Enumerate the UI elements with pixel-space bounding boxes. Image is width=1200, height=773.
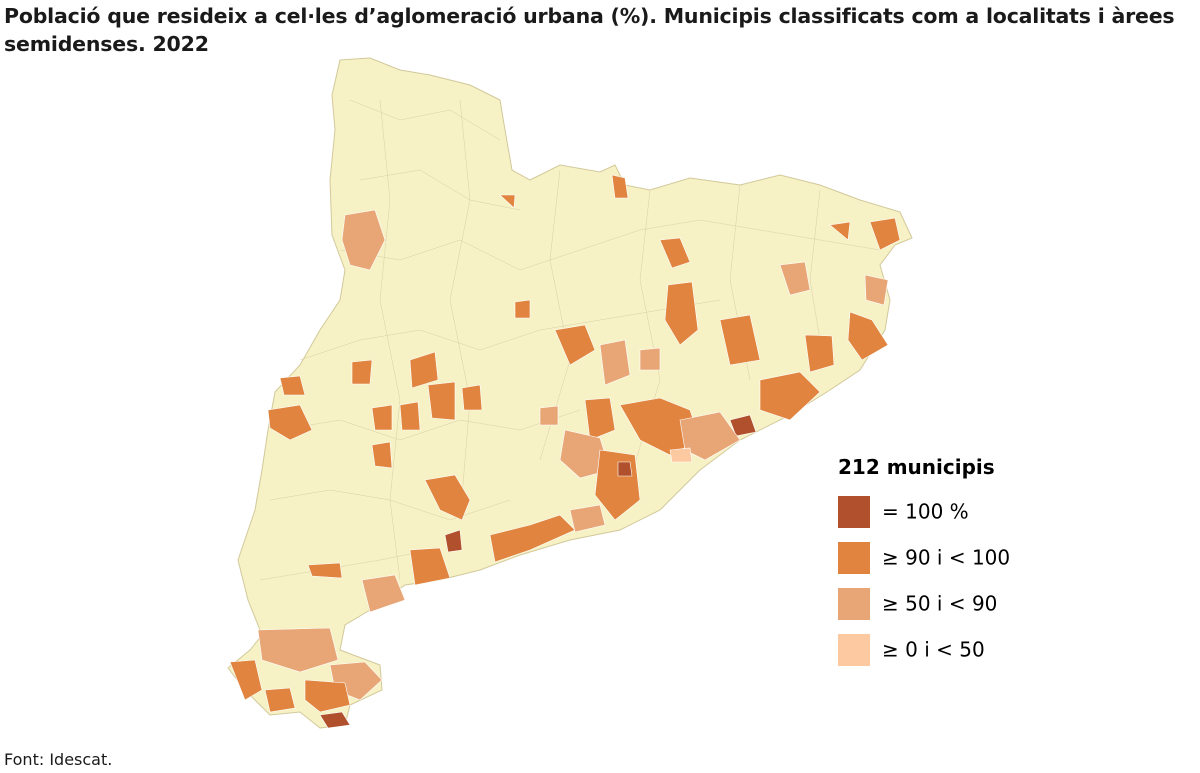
region-base — [227, 57, 913, 729]
municipality — [829, 221, 851, 241]
municipality — [427, 381, 456, 421]
municipality — [847, 311, 889, 361]
municipal-borders — [259, 99, 881, 581]
municipality — [539, 405, 559, 426]
municipality — [399, 401, 421, 431]
municipality — [499, 194, 516, 209]
municipality — [371, 404, 393, 431]
legend-label: = 100 % — [882, 500, 969, 524]
municipality — [424, 474, 471, 521]
municipality — [229, 659, 263, 701]
municipality — [559, 429, 611, 479]
municipality — [779, 261, 811, 296]
legend-label: ≥ 0 i < 50 — [882, 638, 985, 662]
municipality — [611, 174, 629, 199]
municipality — [307, 562, 343, 579]
municipality — [759, 371, 821, 421]
legend-swatch — [838, 588, 870, 620]
municipality — [664, 281, 699, 346]
municipality — [584, 397, 616, 441]
municipality — [659, 237, 691, 269]
municipality — [304, 679, 351, 713]
municipality — [351, 359, 373, 385]
municipality — [599, 339, 631, 386]
municipality — [371, 441, 393, 469]
municipality — [341, 209, 386, 271]
catalonia-outline — [227, 57, 913, 729]
legend-swatch — [838, 634, 870, 666]
municipality — [554, 324, 596, 366]
municipality — [514, 299, 531, 319]
municipalities — [229, 174, 901, 729]
municipality — [679, 411, 741, 461]
legend-swatch — [838, 542, 870, 574]
municipality — [319, 711, 351, 729]
municipality — [804, 334, 835, 373]
municipality — [264, 687, 296, 713]
map-title: Població que resideix a cel·les d’aglome… — [4, 4, 1175, 56]
municipality — [444, 529, 463, 553]
municipality — [569, 504, 606, 533]
legend: 212 municipis = 100 % ≥ 90 i < 100 ≥ 50 i … — [838, 455, 1010, 666]
municipality — [869, 217, 901, 251]
municipality — [729, 414, 757, 437]
source-note: Font: Idescat. — [4, 750, 113, 769]
municipality — [864, 274, 889, 306]
municipality — [719, 314, 761, 366]
municipality — [669, 447, 693, 463]
municipality — [409, 351, 439, 389]
municipality — [617, 461, 633, 477]
municipality — [267, 404, 313, 441]
municipality — [409, 547, 451, 586]
legend-swatch — [838, 496, 870, 528]
municipality — [257, 627, 339, 673]
legend-title: 212 municipis — [838, 455, 995, 479]
municipality — [639, 347, 661, 371]
legend-label: ≥ 50 i < 90 — [882, 592, 997, 616]
municipality — [361, 574, 406, 613]
municipality — [461, 384, 483, 411]
legend-label: ≥ 90 i < 100 — [882, 546, 1010, 570]
municipality — [279, 375, 306, 396]
